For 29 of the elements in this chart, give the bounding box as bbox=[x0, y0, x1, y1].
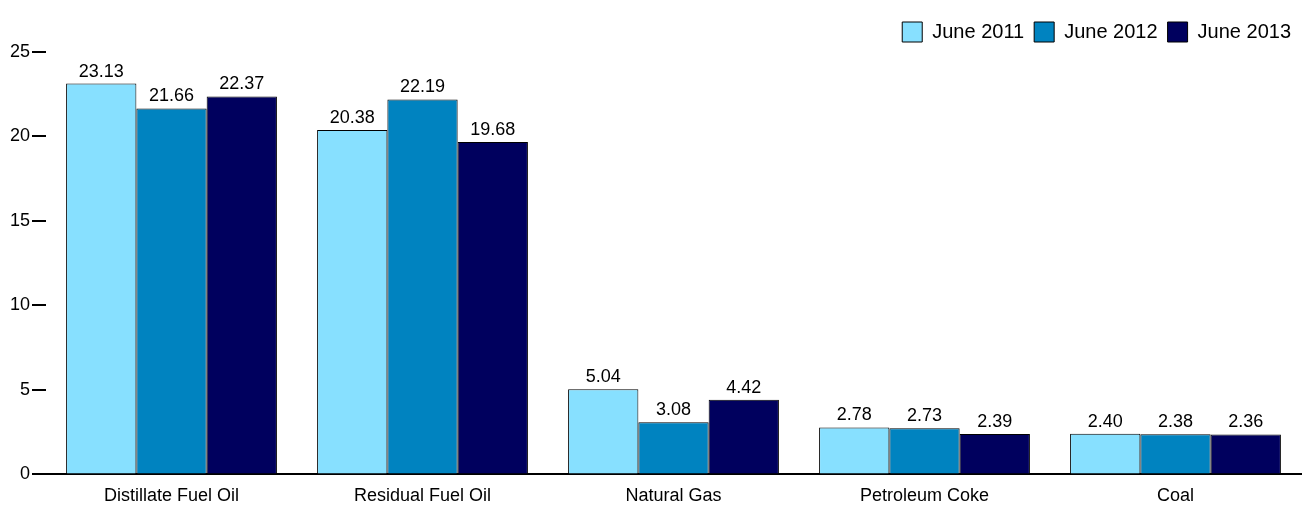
text: 20.38 bbox=[329, 107, 375, 128]
y-tick-label: 5 bbox=[20, 378, 31, 399]
text: 2.39 bbox=[977, 410, 1013, 431]
text: 22.19 bbox=[399, 76, 446, 97]
x-tick-label: Distillate Fuel Oil bbox=[104, 485, 240, 506]
legend-label: June 2011 bbox=[932, 19, 1025, 42]
y-tick-label: 0 bbox=[20, 463, 31, 484]
text: 21.66 bbox=[149, 85, 195, 106]
text: 22.37 bbox=[219, 73, 265, 94]
text: 2.73 bbox=[906, 405, 943, 426]
text: 4.42 bbox=[726, 376, 762, 397]
text: 2.78 bbox=[836, 404, 872, 425]
y-tick-label: 25 bbox=[9, 40, 31, 61]
x-tick-label: Petroleum Coke bbox=[859, 485, 990, 506]
text: 5.04 bbox=[585, 366, 621, 387]
y-tick-label: 15 bbox=[9, 209, 31, 230]
x-tick-label: Coal bbox=[1156, 485, 1195, 506]
legend-label: June 2012 bbox=[1064, 19, 1158, 42]
text: 19.68 bbox=[470, 118, 516, 139]
x-tick-label: Residual Fuel Oil bbox=[353, 485, 492, 506]
text: 23.13 bbox=[78, 60, 124, 81]
text: 2.38 bbox=[1157, 411, 1194, 432]
y-tick-label: 10 bbox=[9, 294, 31, 315]
text: 2.40 bbox=[1087, 410, 1123, 431]
y-tick-label: 20 bbox=[9, 125, 31, 146]
text: 3.08 bbox=[655, 399, 692, 420]
x-tick-label: Natural Gas bbox=[625, 485, 722, 506]
text: 2.36 bbox=[1228, 411, 1264, 432]
legend-label: June 2013 bbox=[1197, 19, 1291, 42]
